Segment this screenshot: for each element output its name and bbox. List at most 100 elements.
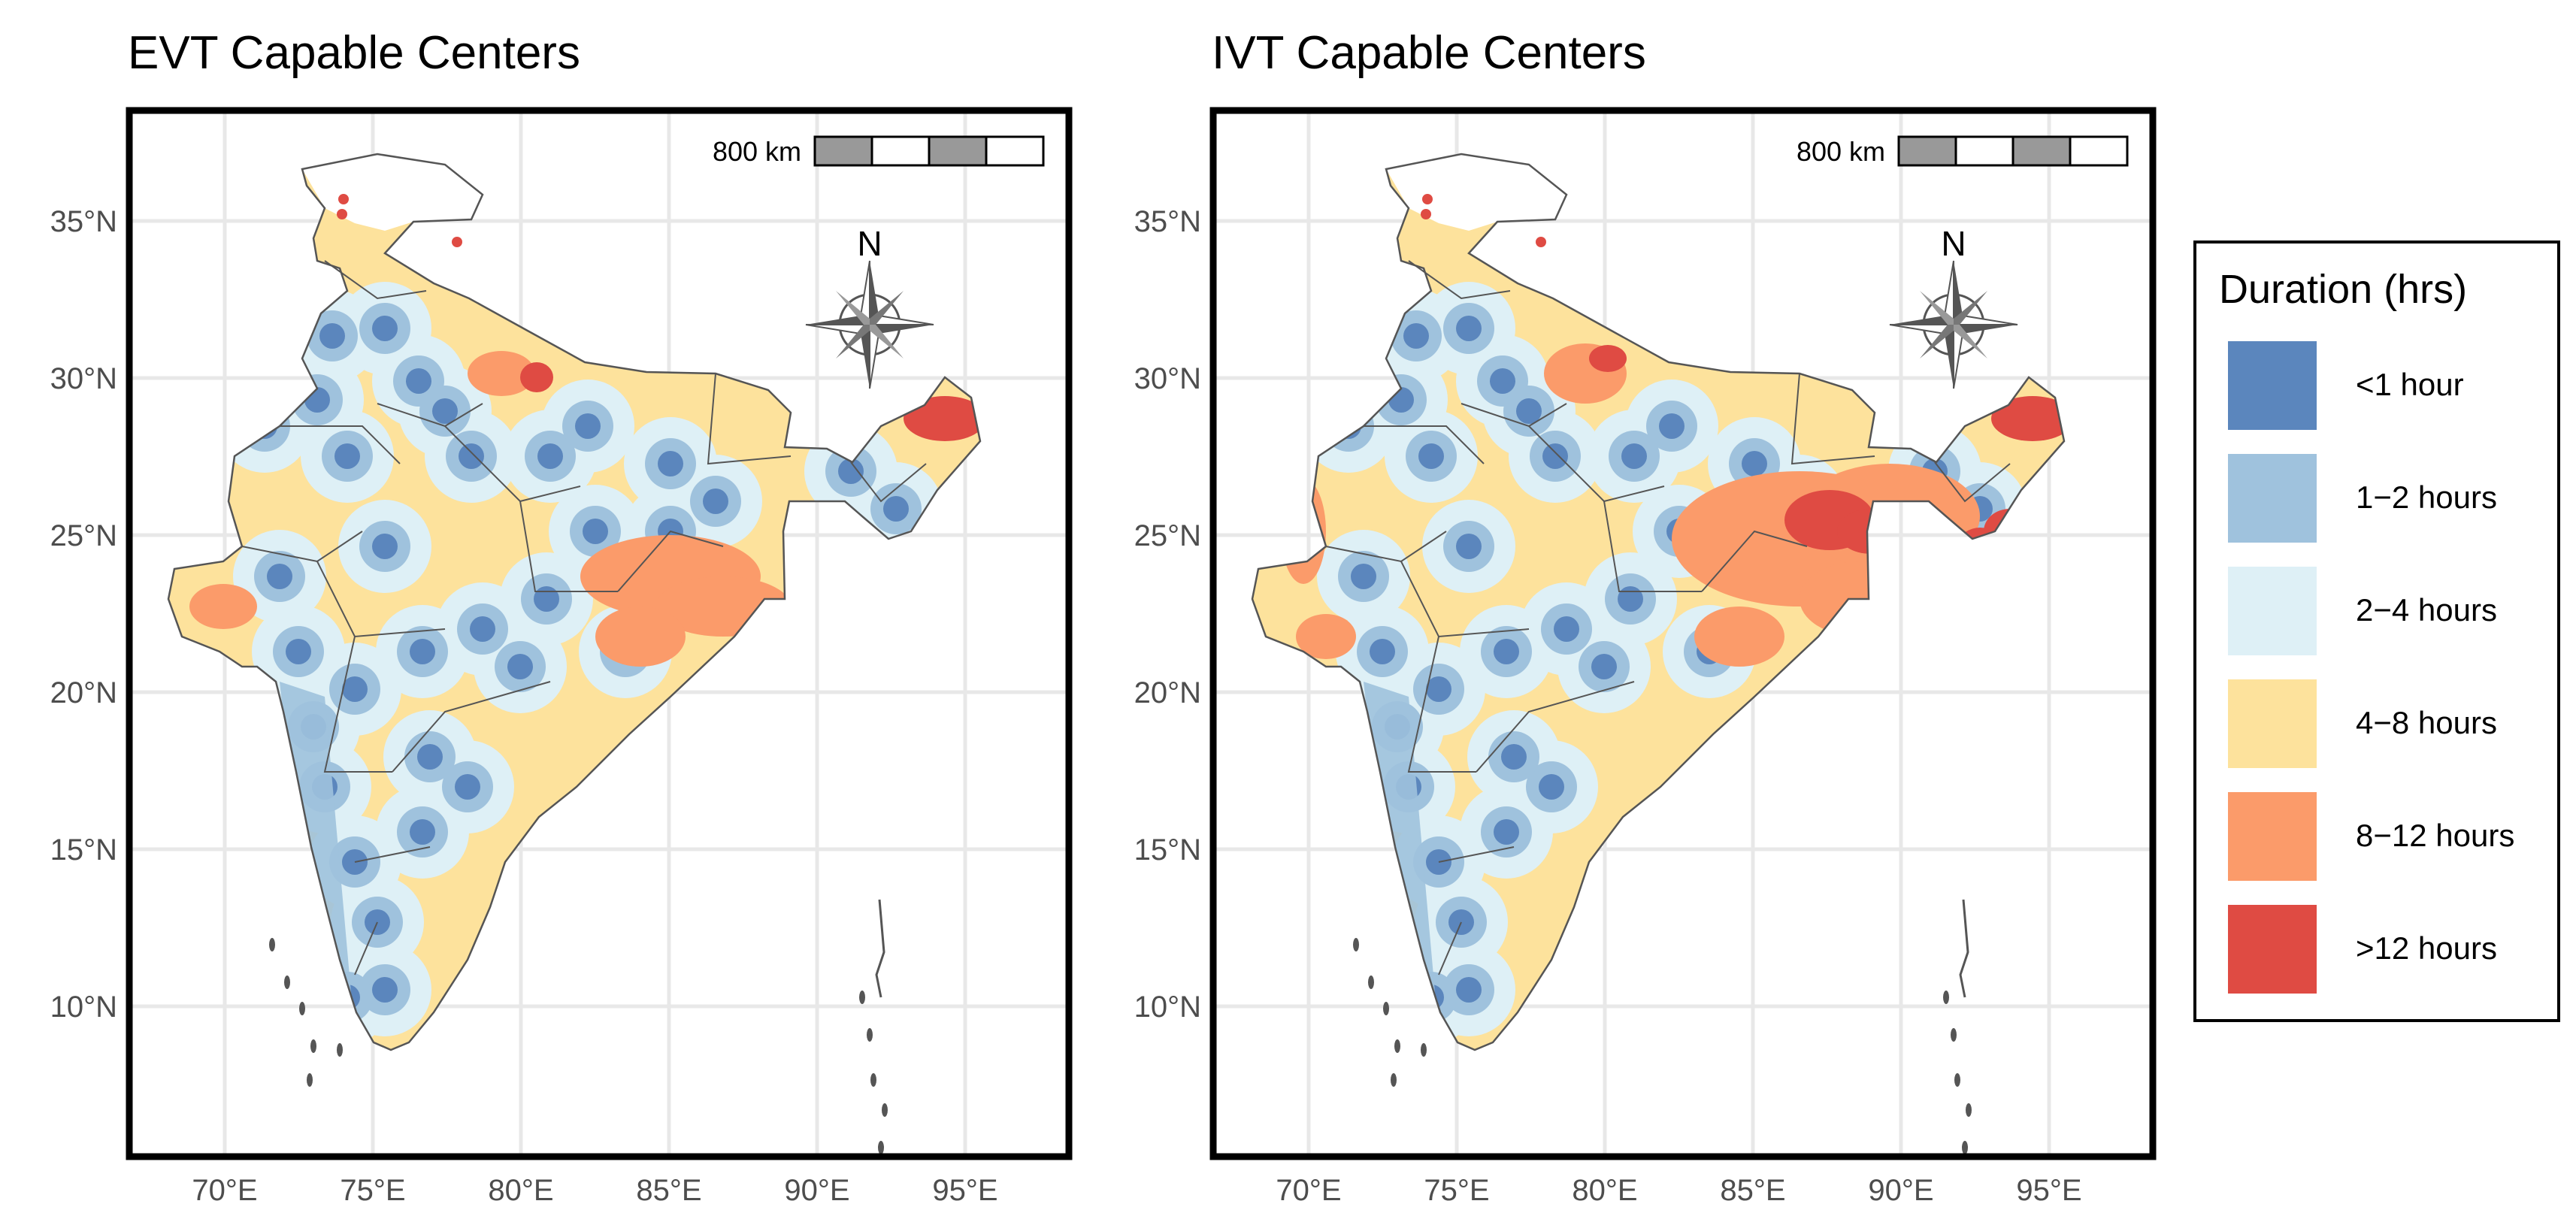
zone-lt1 — [575, 413, 601, 439]
y-tick-label: 35°N — [50, 205, 117, 238]
legend-item-2to4: 2−4 hours — [2228, 567, 2544, 655]
legend-label: 4−8 hours — [2356, 705, 2497, 740]
x-tick-label: 80°E — [1572, 1174, 1637, 1207]
legend-swatch — [2228, 905, 2317, 994]
state-boundary — [1364, 425, 1485, 464]
legend-label: >12 hours — [2356, 930, 2497, 966]
zone-8to12 — [595, 606, 686, 667]
scale-bar-segment — [813, 135, 873, 167]
state-boundary — [1701, 530, 1808, 592]
zone-lt1 — [838, 458, 864, 484]
x-tick-label: 75°E — [340, 1174, 405, 1207]
north-arrow-icon: N — [805, 224, 934, 389]
zone-lt1 — [1618, 586, 1643, 612]
state-boundary — [392, 681, 551, 773]
legend-label: <1 hour — [2356, 367, 2464, 402]
island — [859, 991, 865, 1004]
zone-lt1 — [1418, 443, 1444, 469]
remote-center-point — [1422, 194, 1433, 204]
island — [307, 1073, 313, 1087]
y-tick-label: 20°N — [1134, 676, 1201, 709]
north-arrow-label: N — [857, 224, 882, 263]
zone-lt1 — [319, 323, 345, 349]
scale-bar-segment — [1897, 135, 1957, 167]
zone-lt1 — [1659, 413, 1685, 439]
zone-lt1 — [417, 744, 443, 770]
y-tick-label: 35°N — [1134, 205, 1201, 238]
remote-center-point — [452, 237, 462, 247]
zone-lt1 — [1494, 819, 1519, 845]
island — [1391, 1073, 1397, 1087]
zone-lt1 — [703, 489, 728, 514]
island — [284, 976, 290, 989]
zone-8to12 — [468, 351, 535, 396]
state-boundary — [617, 530, 724, 592]
island — [1943, 991, 1949, 1004]
duration-legend: Duration (hrs) <1 hour 1−2 hours 2−4 hou… — [2193, 240, 2560, 1022]
zone-lt1 — [286, 639, 311, 664]
y-tick-label: 10°N — [50, 991, 117, 1024]
island — [882, 1103, 888, 1117]
legend-label: 2−4 hours — [2356, 592, 2497, 628]
x-tick-label: 70°E — [1276, 1174, 1341, 1207]
andaman-islands — [875, 899, 885, 998]
zone-lt1 — [1539, 774, 1564, 800]
state-boundary — [1934, 461, 2011, 503]
india-outline — [167, 153, 982, 1051]
panel-title-evt: EVT Capable Centers — [128, 27, 580, 79]
zone-lt1 — [455, 774, 480, 800]
state-boundary — [850, 461, 927, 503]
duration-surface — [189, 154, 980, 1044]
panel-title-ivt: IVT Capable Centers — [1212, 27, 1646, 79]
zone-lt1 — [1456, 316, 1482, 341]
scale-bar: 800 km — [1797, 135, 2129, 167]
scale-bar-segment — [928, 135, 988, 167]
island — [1421, 1043, 1427, 1057]
zone-lt1 — [372, 977, 398, 1003]
scale-bar-segment — [870, 135, 931, 167]
x-tick-label: 75°E — [1424, 1174, 1489, 1207]
zone-lt1 — [1403, 323, 1429, 349]
island — [1383, 1002, 1389, 1015]
island — [310, 1039, 316, 1053]
scale-bar-segment — [985, 135, 1045, 167]
legend-swatch — [2228, 792, 2317, 881]
remote-center-point — [338, 194, 349, 204]
state-boundary — [354, 846, 431, 863]
island — [1966, 1103, 1972, 1117]
zone-lt1 — [1591, 654, 1617, 679]
zone-lt1 — [267, 564, 292, 589]
y-tick-label: 30°N — [50, 362, 117, 395]
north-arrow-label: N — [1941, 224, 1966, 263]
x-tick-label: 90°E — [1868, 1174, 1933, 1207]
zone-gt12 — [904, 396, 980, 441]
island — [1353, 938, 1359, 951]
state-boundary — [707, 373, 792, 465]
zone-lt1 — [470, 616, 495, 642]
state-boundary — [1790, 373, 1875, 465]
india-outline — [1251, 153, 2066, 1051]
zone-lt1 — [1742, 451, 1767, 476]
legend-label: 1−2 hours — [2356, 479, 2497, 515]
state-boundary — [323, 636, 392, 773]
zone-lt1 — [658, 451, 683, 476]
remote-center-point — [337, 209, 347, 219]
zone-lt1 — [883, 496, 909, 522]
x-tick-label: 95°E — [932, 1174, 997, 1207]
zone-lt1 — [1456, 534, 1482, 559]
y-tick-label: 15°N — [1134, 833, 1201, 867]
map-area: 800 km N — [126, 107, 1073, 1160]
legend-item-1to2: 1−2 hours — [2228, 454, 2544, 543]
legend-swatch — [2228, 454, 2317, 543]
state-boundary — [1476, 681, 1635, 773]
x-tick-label: 90°E — [784, 1174, 849, 1207]
map-frame — [1209, 107, 2157, 1160]
legend-item-8to12: 8−12 hours — [2228, 792, 2544, 881]
legend-label: 8−12 hours — [2356, 818, 2515, 853]
state-boundary — [519, 501, 618, 592]
x-tick-label: 80°E — [488, 1174, 553, 1207]
zone-lt1 — [1426, 676, 1451, 702]
legend-item-gt12: >12 hours — [2228, 905, 2544, 994]
